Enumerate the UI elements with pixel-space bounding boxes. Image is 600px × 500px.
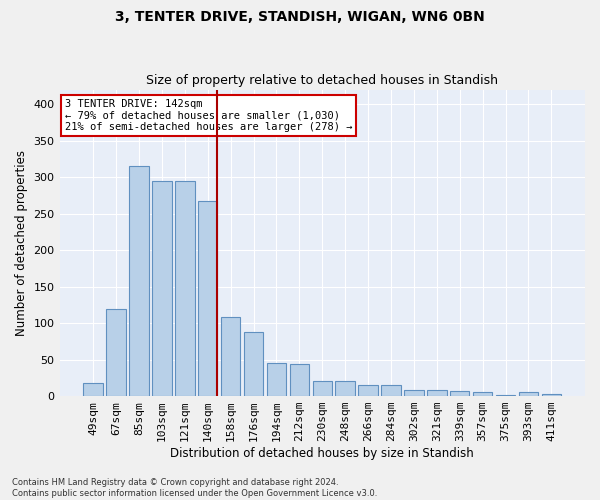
Text: Contains HM Land Registry data © Crown copyright and database right 2024.
Contai: Contains HM Land Registry data © Crown c… xyxy=(12,478,377,498)
Bar xyxy=(335,382,355,396)
Bar xyxy=(221,316,241,396)
Title: Size of property relative to detached houses in Standish: Size of property relative to detached ho… xyxy=(146,74,498,87)
Bar xyxy=(83,383,103,396)
Text: 3 TENTER DRIVE: 142sqm
← 79% of detached houses are smaller (1,030)
21% of semi-: 3 TENTER DRIVE: 142sqm ← 79% of detached… xyxy=(65,99,352,132)
Bar xyxy=(106,308,126,396)
Bar xyxy=(198,201,217,396)
Bar xyxy=(450,391,469,396)
Bar xyxy=(473,392,493,396)
Bar xyxy=(175,181,194,396)
Bar xyxy=(519,392,538,396)
Bar xyxy=(358,385,378,396)
Text: 3, TENTER DRIVE, STANDISH, WIGAN, WN6 0BN: 3, TENTER DRIVE, STANDISH, WIGAN, WN6 0B… xyxy=(115,10,485,24)
Bar xyxy=(427,390,446,396)
Bar xyxy=(267,363,286,396)
Bar xyxy=(244,332,263,396)
Bar xyxy=(404,390,424,396)
X-axis label: Distribution of detached houses by size in Standish: Distribution of detached houses by size … xyxy=(170,447,474,460)
Bar xyxy=(313,382,332,396)
Bar xyxy=(152,181,172,396)
Bar xyxy=(542,394,561,396)
Y-axis label: Number of detached properties: Number of detached properties xyxy=(15,150,28,336)
Bar xyxy=(290,364,309,396)
Bar xyxy=(381,385,401,396)
Bar xyxy=(496,394,515,396)
Bar xyxy=(129,166,149,396)
